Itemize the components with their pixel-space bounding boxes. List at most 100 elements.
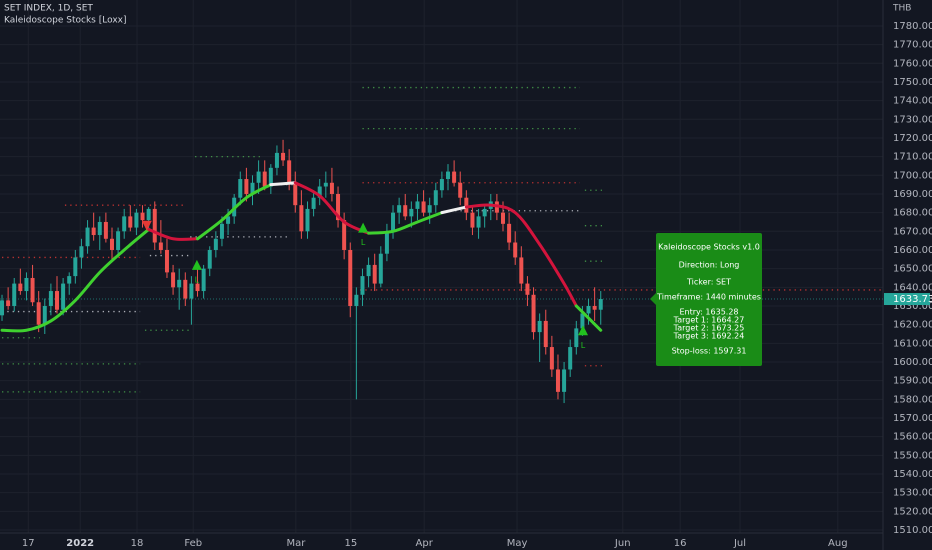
candle-body <box>36 302 41 325</box>
x-tick-label: Jul <box>733 538 746 549</box>
info-box-line: Entry: 1635.28 <box>679 308 738 317</box>
candle-body <box>537 320 542 333</box>
info-box-line: Stop-loss: 1597.31 <box>672 347 747 356</box>
candle-body <box>311 197 316 209</box>
last-price-label: 1633.73 <box>893 294 932 305</box>
signal-label: L <box>361 238 366 247</box>
y-tick-label: 1570.00 <box>893 413 932 424</box>
x-tick-label: 18 <box>131 538 144 549</box>
x-tick-label: 17 <box>22 538 35 549</box>
candle-body <box>549 347 554 370</box>
y-tick-label: 1550.00 <box>893 450 932 461</box>
candle-body <box>109 238 114 250</box>
candle-body <box>342 220 347 250</box>
candle-body <box>140 212 145 221</box>
y-tick-label: 1680.00 <box>893 208 932 219</box>
candle-body <box>226 216 231 224</box>
candle-body <box>329 182 334 194</box>
candle-body <box>152 208 157 243</box>
y-tick-label: 1540.00 <box>893 469 932 480</box>
candle-body <box>6 300 11 306</box>
candle-body <box>201 268 206 292</box>
y-tick-label: 1530.00 <box>893 488 932 499</box>
indicator-line <box>269 181 297 187</box>
candle-body <box>586 305 591 314</box>
candle-body <box>299 205 304 232</box>
candle-body <box>219 223 224 239</box>
info-box-line: Timeframe: 1440 minutes <box>656 293 761 302</box>
candle-body <box>403 205 408 217</box>
candle-body <box>464 197 469 213</box>
indicator-line <box>574 304 603 332</box>
y-tick-label: 1740.00 <box>893 96 932 107</box>
info-box-line: Target 2: 1673.25 <box>673 324 745 333</box>
x-tick-label: Jun <box>614 538 631 549</box>
y-tick-label: 1770.00 <box>893 40 932 51</box>
candle-body <box>122 216 127 232</box>
candle-body <box>61 283 66 310</box>
candle-body <box>256 171 261 183</box>
x-tick-label: 2022 <box>66 538 94 549</box>
info-box-line: Target 3: 1692.24 <box>673 332 745 341</box>
candle-body <box>134 212 139 228</box>
candle-body <box>452 171 457 183</box>
candle-body <box>158 242 163 250</box>
signal-marker <box>358 222 369 233</box>
candle-body <box>67 276 72 284</box>
info-box-line: Ticker: SET <box>686 278 731 287</box>
info-box-line: Kaleidoscope Stocks v1.0 <box>658 243 760 252</box>
candle-body <box>244 179 249 194</box>
candle-body <box>0 300 5 316</box>
y-tick-label: 1610.00 <box>893 338 932 349</box>
info-box <box>656 233 762 366</box>
y-tick-label: 1560.00 <box>893 432 932 443</box>
candle-body <box>177 279 182 288</box>
info-box-pointer <box>650 293 656 306</box>
signal-marker <box>578 325 589 336</box>
candle-body <box>543 320 548 348</box>
candle-body <box>48 291 53 306</box>
currency-label: THB <box>892 4 911 14</box>
x-tick-label: May <box>507 538 528 549</box>
y-tick-label: 1780.00 <box>893 21 932 32</box>
candle-body <box>360 276 365 295</box>
signal-label: L <box>581 341 586 350</box>
candle-body <box>336 193 341 221</box>
candle-body <box>513 242 518 258</box>
x-tick-label: Aug <box>828 538 848 549</box>
x-tick-label: Mar <box>286 538 306 549</box>
y-tick-label: 1640.00 <box>893 282 932 293</box>
candle-body <box>317 186 322 198</box>
indicator-line <box>196 183 273 241</box>
y-tick-label: 1650.00 <box>893 264 932 275</box>
indicator-line <box>0 227 151 333</box>
candle-body <box>262 171 267 187</box>
indicator-line <box>147 227 200 241</box>
candle-body <box>354 294 359 306</box>
y-tick-label: 1630.00 <box>893 301 932 312</box>
candle-body <box>372 264 377 284</box>
x-tick-label: 16 <box>674 538 687 549</box>
info-box-line: Target 1: 1664.27 <box>673 316 745 325</box>
candle-body <box>268 167 273 187</box>
candle-body <box>73 257 78 277</box>
chart-title: SET INDEX, 1D, SET <box>4 4 93 14</box>
y-tick-label: 1600.00 <box>893 357 932 368</box>
candle-body <box>568 347 573 370</box>
candle-body <box>24 277 29 292</box>
candle-body <box>213 238 218 250</box>
y-tick-label: 1670.00 <box>893 226 932 237</box>
y-tick-label: 1730.00 <box>893 114 932 125</box>
x-tick-label: 15 <box>344 538 357 549</box>
candle-body <box>366 264 371 277</box>
candle-body <box>281 152 286 161</box>
x-tick-label: Apr <box>416 538 434 549</box>
candle-body <box>171 272 176 288</box>
y-tick-label: 1710.00 <box>893 152 932 163</box>
candle-body <box>446 171 451 180</box>
candle-body <box>293 182 298 206</box>
info-box-line: Direction: Long <box>679 261 740 270</box>
candle-body <box>555 369 560 392</box>
